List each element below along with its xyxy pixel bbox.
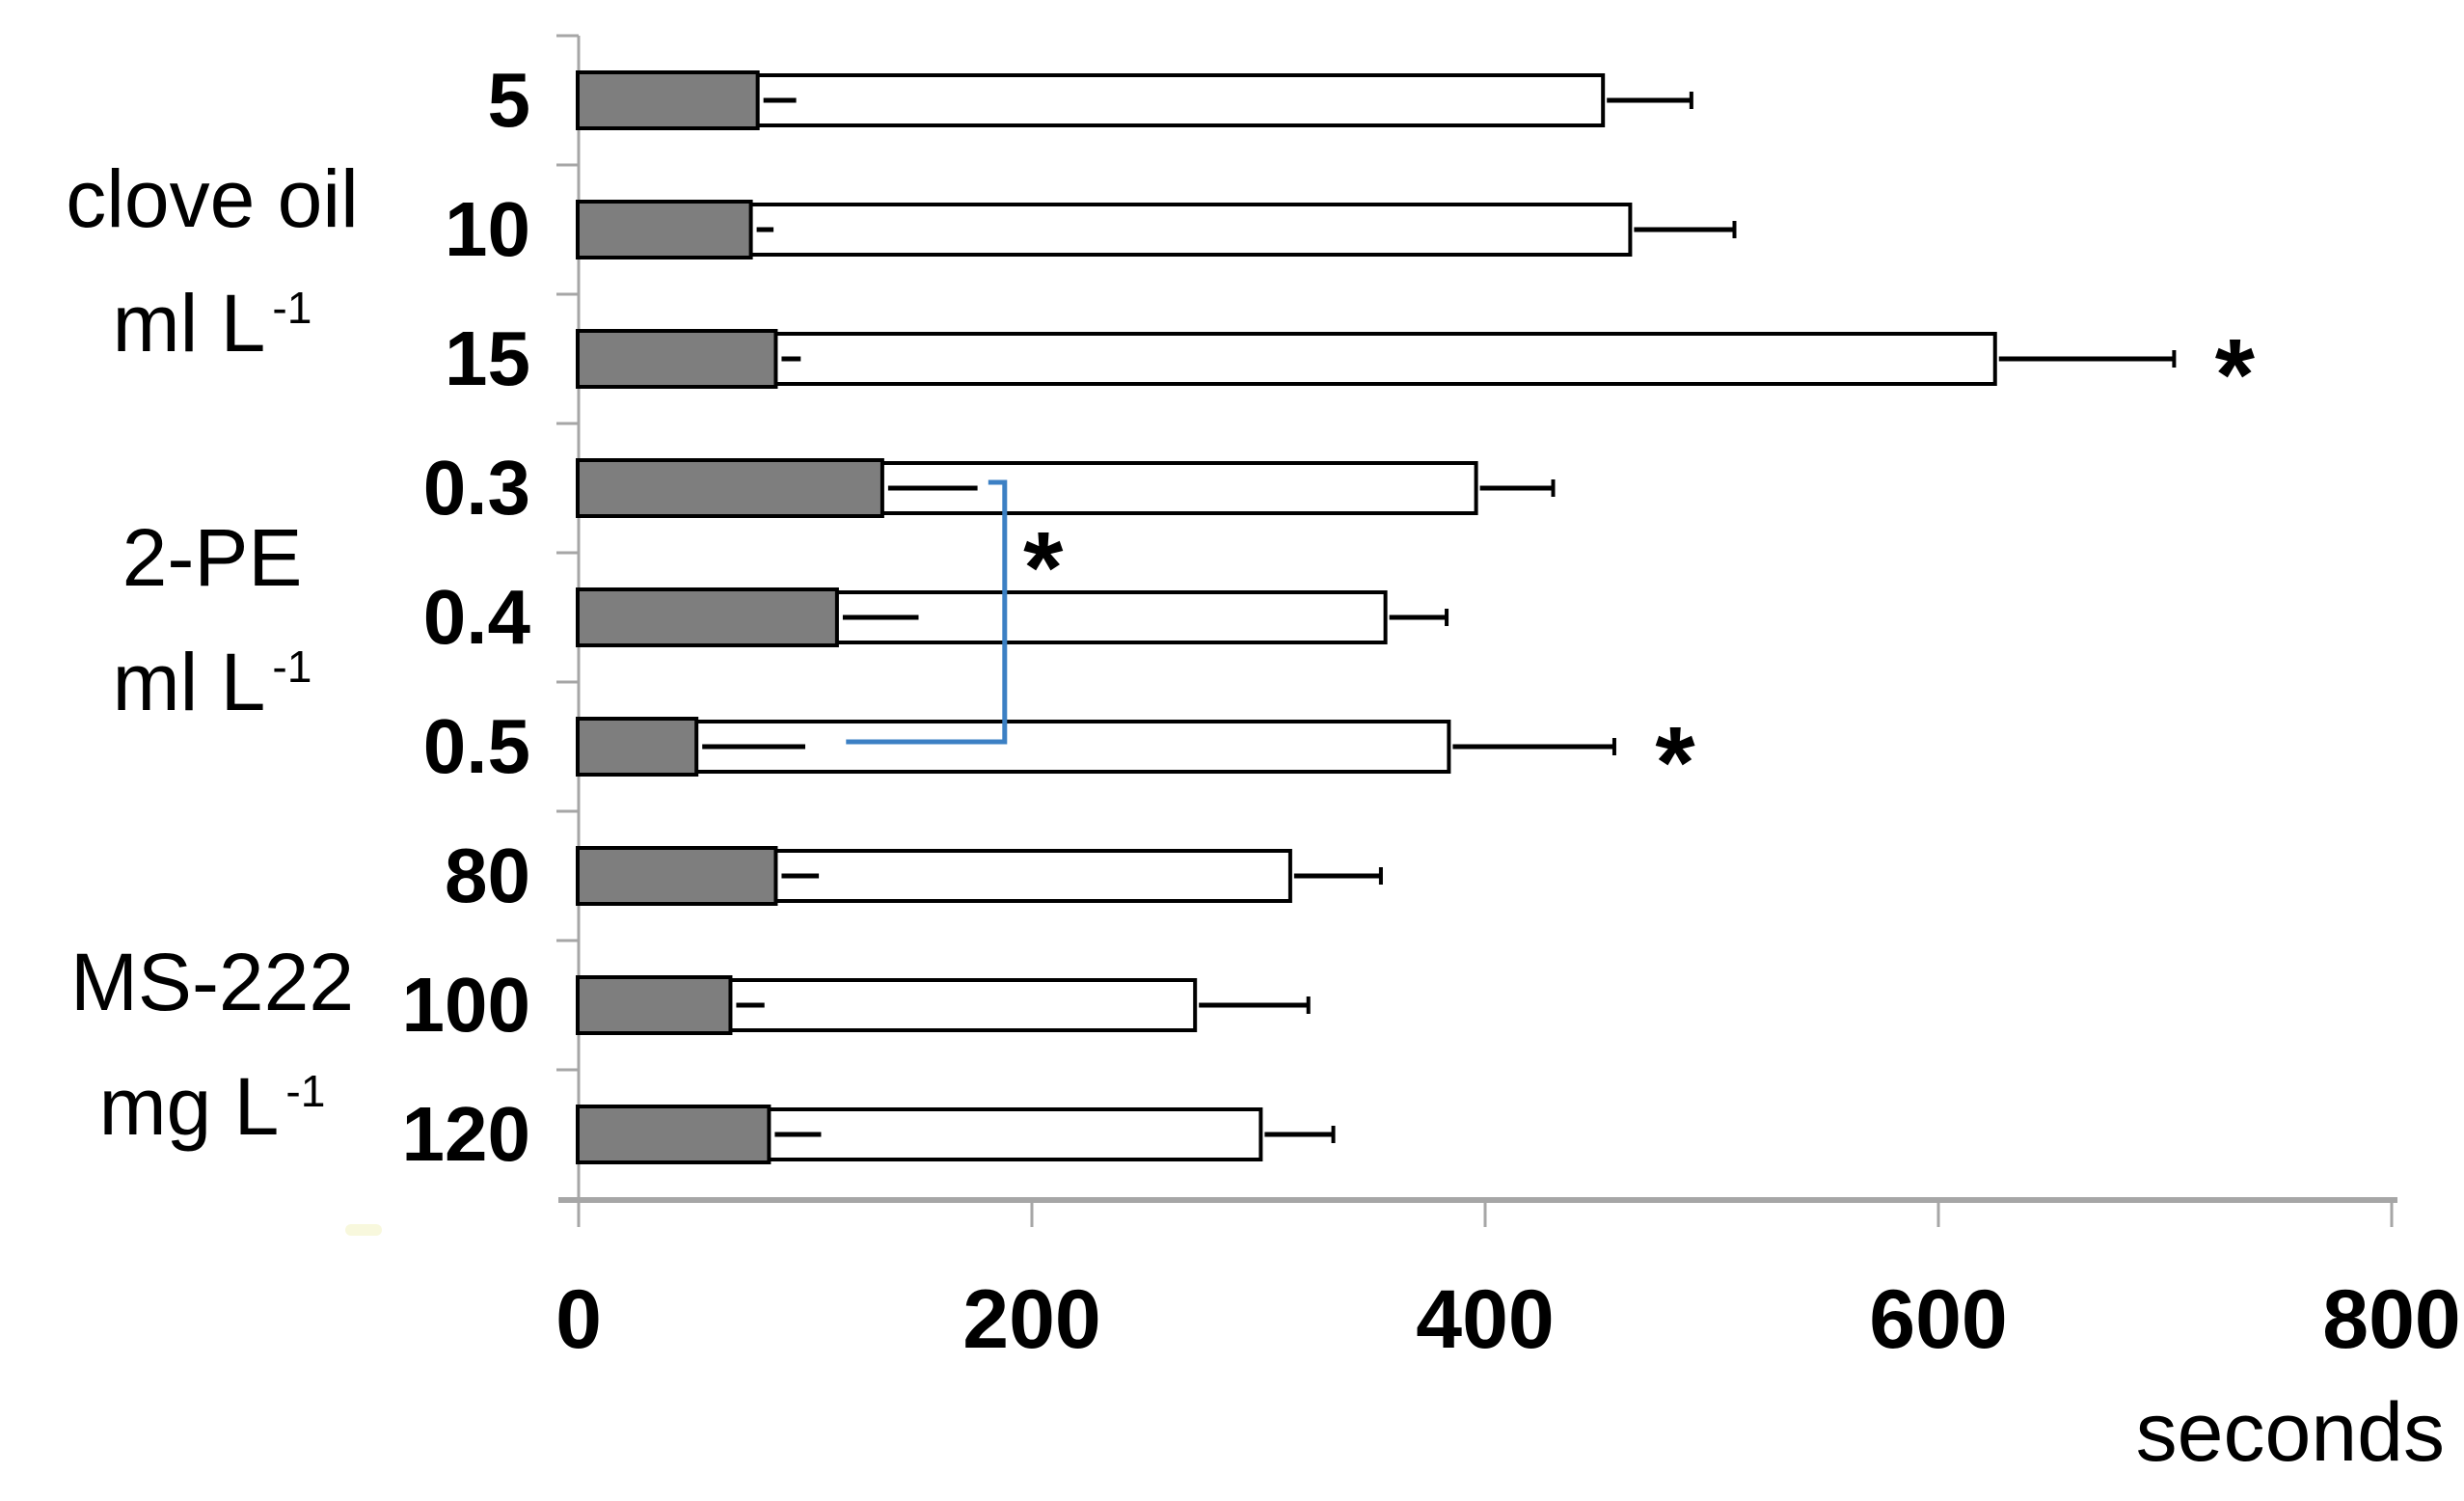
significance-asterisk-15: *	[2215, 318, 2256, 432]
gray-bar-100	[576, 975, 733, 1035]
category-label-120: 120	[401, 1091, 530, 1177]
significance-asterisk-0.5: *	[1655, 706, 1695, 820]
group-name: clove oil	[66, 153, 359, 244]
category-label-15: 15	[445, 315, 530, 401]
gray-bar-80	[576, 846, 778, 906]
x-tick-label-400: 400	[1416, 1273, 1555, 1366]
category-label-10: 10	[445, 186, 530, 272]
group-unit: mg L -1	[98, 1061, 326, 1152]
group-label-clove oil: clove oil ml L -1	[5, 145, 420, 378]
category-label-0.3: 0.3	[422, 445, 530, 531]
gray-bar-0.3	[576, 458, 884, 518]
gray-bar-120	[576, 1105, 772, 1164]
bracket-asterisk: *	[1023, 511, 1064, 625]
x-axis-title: seconds	[2135, 1386, 2445, 1479]
group-label-MS-222: MS-222 mg L -1	[5, 928, 420, 1161]
group-unit: ml L -1	[112, 637, 312, 727]
stray-mark	[345, 1224, 382, 1236]
x-tick-label-200: 200	[962, 1273, 1101, 1366]
category-label-0.4: 0.4	[422, 574, 530, 660]
category-label-5: 5	[487, 57, 531, 143]
significance-bracket	[846, 479, 1008, 745]
white-bar-15	[577, 332, 1997, 386]
group-name: MS-222	[69, 937, 355, 1027]
x-tick-label-0: 0	[555, 1273, 602, 1366]
gray-bar-0.5	[576, 717, 699, 777]
gray-bar-10	[576, 200, 753, 259]
category-label-100: 100	[401, 962, 530, 1048]
group-label-2-PE: 2-PE ml L -1	[5, 504, 420, 737]
x-tick-label-600: 600	[1869, 1273, 2008, 1366]
white-bar-10	[577, 203, 1633, 257]
gray-bar-5	[576, 70, 760, 130]
gray-bar-0.4	[576, 587, 839, 647]
x-tick-label-800: 800	[2322, 1273, 2461, 1366]
category-label-0.5: 0.5	[422, 703, 530, 789]
group-name: 2-PE	[122, 512, 303, 603]
group-unit: ml L -1	[112, 278, 312, 368]
category-label-80: 80	[445, 832, 530, 918]
gray-bar-15	[576, 329, 778, 389]
